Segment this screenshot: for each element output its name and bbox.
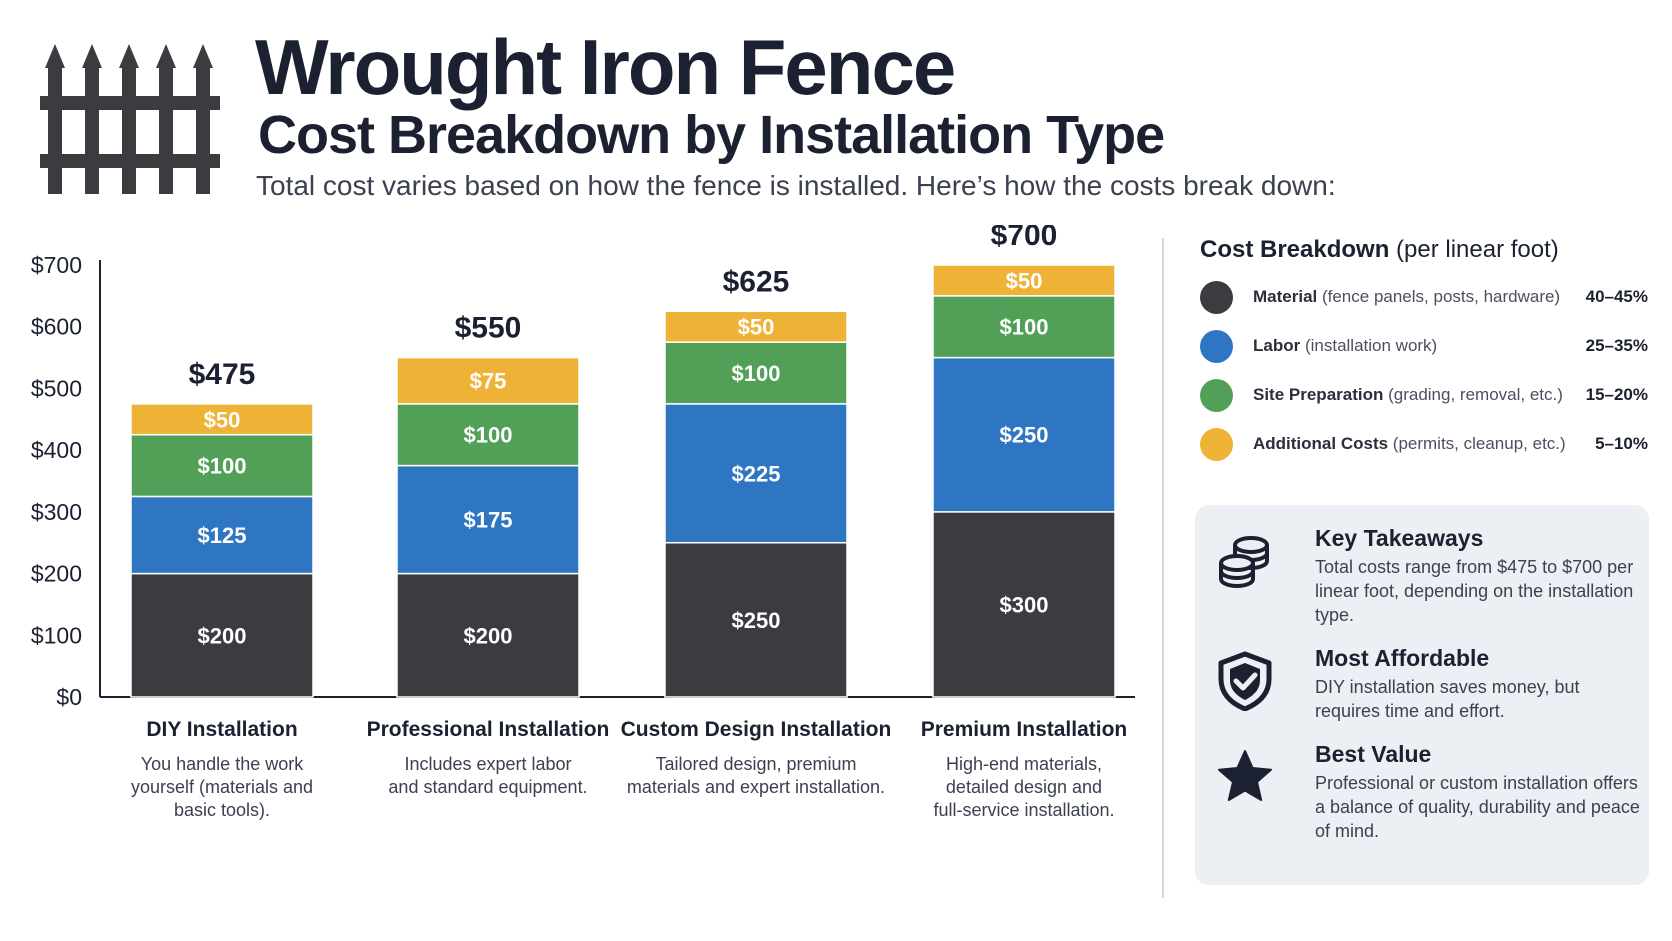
bar-segment-material (130, 572, 314, 698)
bar-segment-additional-costs (396, 356, 580, 405)
bar-segment-additional-costs (664, 310, 848, 343)
bar-total-label: $625 (723, 265, 790, 298)
bar-segment-site-preparation (932, 295, 1116, 359)
category-description: Tailored design, premium (655, 754, 856, 774)
section-divider (1162, 238, 1164, 898)
category-description: full-service installation. (933, 800, 1114, 820)
takeaway-title: Key Takeaways (1315, 525, 1484, 551)
page-title: Wrought Iron Fence (255, 23, 956, 111)
y-tick-label: $400 (31, 437, 82, 463)
legend-percent: 25–35% (1585, 336, 1648, 355)
bar-value-label: $50 (738, 315, 775, 340)
y-tick-label: $200 (31, 561, 82, 587)
y-tick-label: $700 (31, 252, 82, 278)
category-description: detailed design and (946, 777, 1102, 797)
bar-value-label: $50 (204, 407, 241, 432)
legend-percent: 5–10% (1595, 434, 1648, 453)
legend-item-additional-costs: Additional Costs (permits, cleanup, etc.… (1200, 423, 1660, 472)
bar-value-label: $100 (1000, 315, 1049, 340)
legend-swatch-labor (1200, 330, 1233, 363)
takeaway-text: Professional or custom installation offe… (1315, 773, 1640, 841)
bar-total-label: $550 (455, 312, 522, 345)
bar-value-label: $300 (1000, 592, 1049, 617)
takeaways-panel: Key Takeaways Total costs range from $47… (1195, 505, 1649, 885)
category-description: Includes expert labor (404, 754, 571, 774)
bar-segment-labor (396, 464, 580, 575)
legend-label: Labor (1253, 336, 1301, 355)
category-description: yourself (materials and (131, 777, 313, 797)
legend-swatch-site-preparation (1200, 379, 1233, 412)
bar-value-label: $75 (470, 369, 507, 394)
shield-check-icon (1218, 651, 1272, 711)
y-tick-label: $0 (56, 684, 82, 710)
category-label: DIY Installation (146, 718, 297, 741)
star-icon (1218, 750, 1272, 801)
bar-value-label: $200 (464, 623, 513, 648)
legend-percent: 15–20% (1585, 385, 1648, 404)
category-label: Custom Design Installation (621, 718, 892, 741)
bar-total-label: $475 (189, 358, 256, 391)
category-description: materials and expert installation. (627, 777, 885, 797)
coins-icon (1219, 536, 1269, 588)
bar-segment-site-preparation (664, 341, 848, 405)
legend-swatch-material (1200, 281, 1233, 314)
bar-value-label: $250 (1000, 423, 1049, 448)
bar-value-label: $175 (464, 508, 513, 533)
bar-segment-additional-costs (130, 403, 314, 436)
y-tick-label: $300 (31, 499, 82, 525)
bar-value-label: $100 (464, 423, 513, 448)
fence-icon (40, 44, 220, 194)
bar-value-label: $225 (732, 461, 781, 486)
legend-title: Cost Breakdown (per linear foot) (1200, 236, 1559, 263)
bar-total-label: $700 (991, 225, 1058, 252)
page-subtitle: Cost Breakdown by Installation Type (258, 105, 1165, 165)
bar-value-label: $50 (1006, 268, 1043, 293)
category-label: Premium Installation (921, 718, 1128, 741)
bar-segment-labor (664, 403, 848, 544)
legend-item-labor: Labor (installation work) 25–35% (1200, 325, 1660, 374)
bar-segment-material (396, 572, 580, 698)
category-description: and standard equipment. (388, 777, 587, 797)
bar-value-label: $100 (198, 454, 247, 479)
category-description: High-end materials, (946, 754, 1102, 774)
legend-item-site-preparation: Site Preparation (grading, removal, etc.… (1200, 374, 1660, 423)
bar-segment-additional-costs (932, 264, 1116, 297)
bar-segment-labor (932, 356, 1116, 513)
y-tick-label: $100 (31, 622, 82, 648)
bar-segment-site-preparation (130, 433, 314, 498)
takeaway-title: Most Affordable (1315, 645, 1490, 671)
legend-percent: 40–45% (1585, 287, 1648, 306)
legend-swatch-additional-costs (1200, 428, 1233, 461)
category-label: Professional Installation (367, 718, 610, 741)
y-tick-label: $500 (31, 375, 82, 401)
bar-value-label: $100 (732, 361, 781, 386)
takeaway-title: Best Value (1315, 741, 1432, 767)
bar-value-label: $125 (198, 523, 247, 548)
legend-label: Material (1253, 287, 1318, 306)
intro-text: Total cost varies based on how the fence… (256, 170, 1336, 201)
bar-value-label: $250 (732, 608, 781, 633)
legend-label: Additional Costs (1253, 434, 1389, 453)
bar-segment-material (932, 511, 1116, 698)
category-description: basic tools). (174, 800, 270, 820)
takeaway-text: Total costs range from $475 to $700 per … (1315, 557, 1634, 625)
stacked-bar-chart: $0 $100 $200 $300 $400 $500 $600 $700 $200 $125 $1… (31, 225, 1135, 820)
legend-item-material: Material (fence panels, posts, hardware)… (1200, 276, 1660, 325)
bar-segment-material (664, 541, 848, 698)
legend: Cost Breakdown (per linear foot) Materia… (1200, 236, 1660, 472)
bar-value-label: $200 (198, 623, 247, 648)
category-description: You handle the work (141, 754, 304, 774)
y-tick-label: $600 (31, 314, 82, 340)
header: Wrought Iron Fence Cost Breakdown by Ins… (0, 0, 1672, 210)
bar-segment-site-preparation (396, 403, 580, 467)
takeaway-text: DIY installation saves money, but requir… (1315, 677, 1580, 721)
legend-label: Site Preparation (1253, 385, 1384, 404)
